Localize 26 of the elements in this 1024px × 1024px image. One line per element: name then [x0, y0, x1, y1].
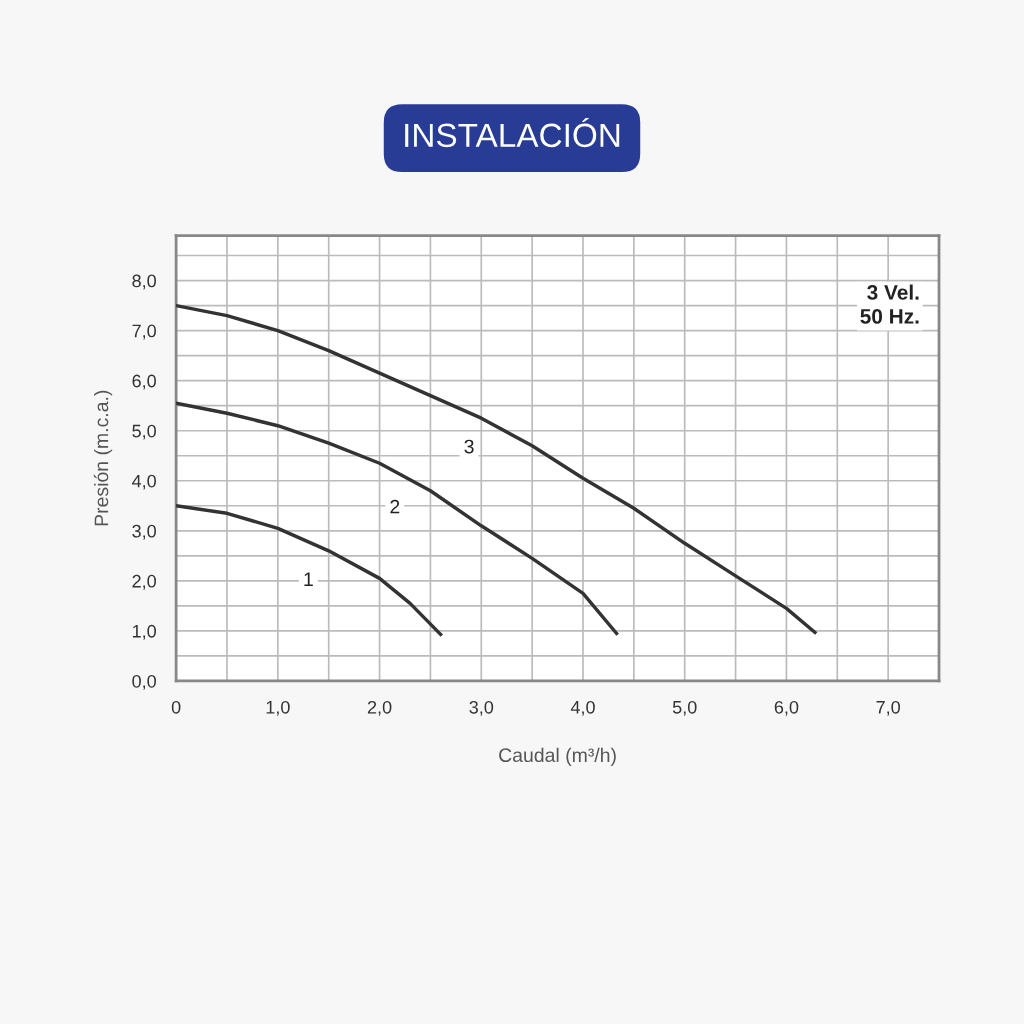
- y-tick-label: 3,0: [132, 524, 156, 540]
- y-tick-label: 7,0: [132, 324, 156, 340]
- x-tick-label: 0: [171, 700, 181, 714]
- x-tick-label: 2,0: [367, 700, 392, 716]
- y-tick-label: 0,0: [132, 674, 156, 690]
- chart-title: INSTALACIÓN: [405, 117, 620, 148]
- y-tick-label: 5,0: [132, 424, 156, 440]
- line-series: [176, 303, 817, 635]
- x-tick-label: 3,0: [469, 700, 494, 716]
- y-tick-label: 2,0: [132, 574, 156, 590]
- y-tick-label: 6,0: [132, 374, 156, 390]
- annotation: 1: [304, 572, 313, 586]
- y-tick-label: 8,0: [132, 274, 156, 290]
- annotation: 2: [390, 499, 400, 514]
- x-tick-label: 5,0: [672, 700, 697, 716]
- y-tick-label: 1,0: [132, 624, 156, 640]
- annotation: 3 Vel. 50 Hz.: [860, 284, 919, 324]
- x-tick-label: 6,0: [774, 700, 799, 716]
- x-axis-title: Caudal (m³/h): [499, 747, 616, 766]
- y-axis-title: Presión (m.c.a.): [93, 390, 113, 526]
- line-series: [176, 401, 619, 636]
- x-tick-label: 7,0: [876, 700, 900, 716]
- x-tick-label: 1,0: [266, 700, 290, 716]
- x-tick-label: 4,0: [570, 700, 595, 716]
- annotation: 3: [464, 439, 474, 454]
- y-tick-label: 4,0: [132, 474, 156, 490]
